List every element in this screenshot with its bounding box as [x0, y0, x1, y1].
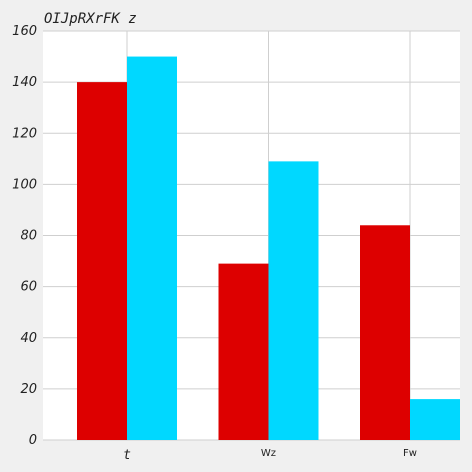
- y-tick-label: 160: [12, 24, 37, 39]
- x-tick-label: Fw: [403, 448, 417, 459]
- x-tick-label: Wz: [261, 448, 276, 459]
- chart-title: OIJpRXrFK z: [44, 11, 137, 27]
- y-axis-ticks: 0 20 40 60 80 100 120 140 160: [12, 24, 37, 448]
- bar-series-1-Fw: [360, 225, 410, 440]
- bar-series-2-t: [127, 56, 177, 440]
- y-tick-label: 0: [29, 433, 37, 448]
- y-tick-label: 140: [12, 75, 37, 90]
- bar-series-2-Wz: [268, 161, 319, 440]
- bar-series-1-Wz: [218, 263, 269, 440]
- y-tick-label: 80: [20, 229, 37, 244]
- y-tick-label: 40: [20, 331, 37, 346]
- x-axis-ticks: t Wz Fw: [123, 448, 417, 463]
- y-tick-label: 120: [12, 126, 37, 141]
- y-tick-label: 60: [20, 280, 37, 295]
- y-tick-label: 100: [12, 177, 37, 192]
- bar-series-2-Fw: [410, 399, 460, 440]
- y-tick-label: 20: [20, 382, 37, 397]
- x-tick-label: t: [123, 448, 131, 463]
- bar-series-1-t: [77, 82, 127, 440]
- bars: [77, 56, 460, 440]
